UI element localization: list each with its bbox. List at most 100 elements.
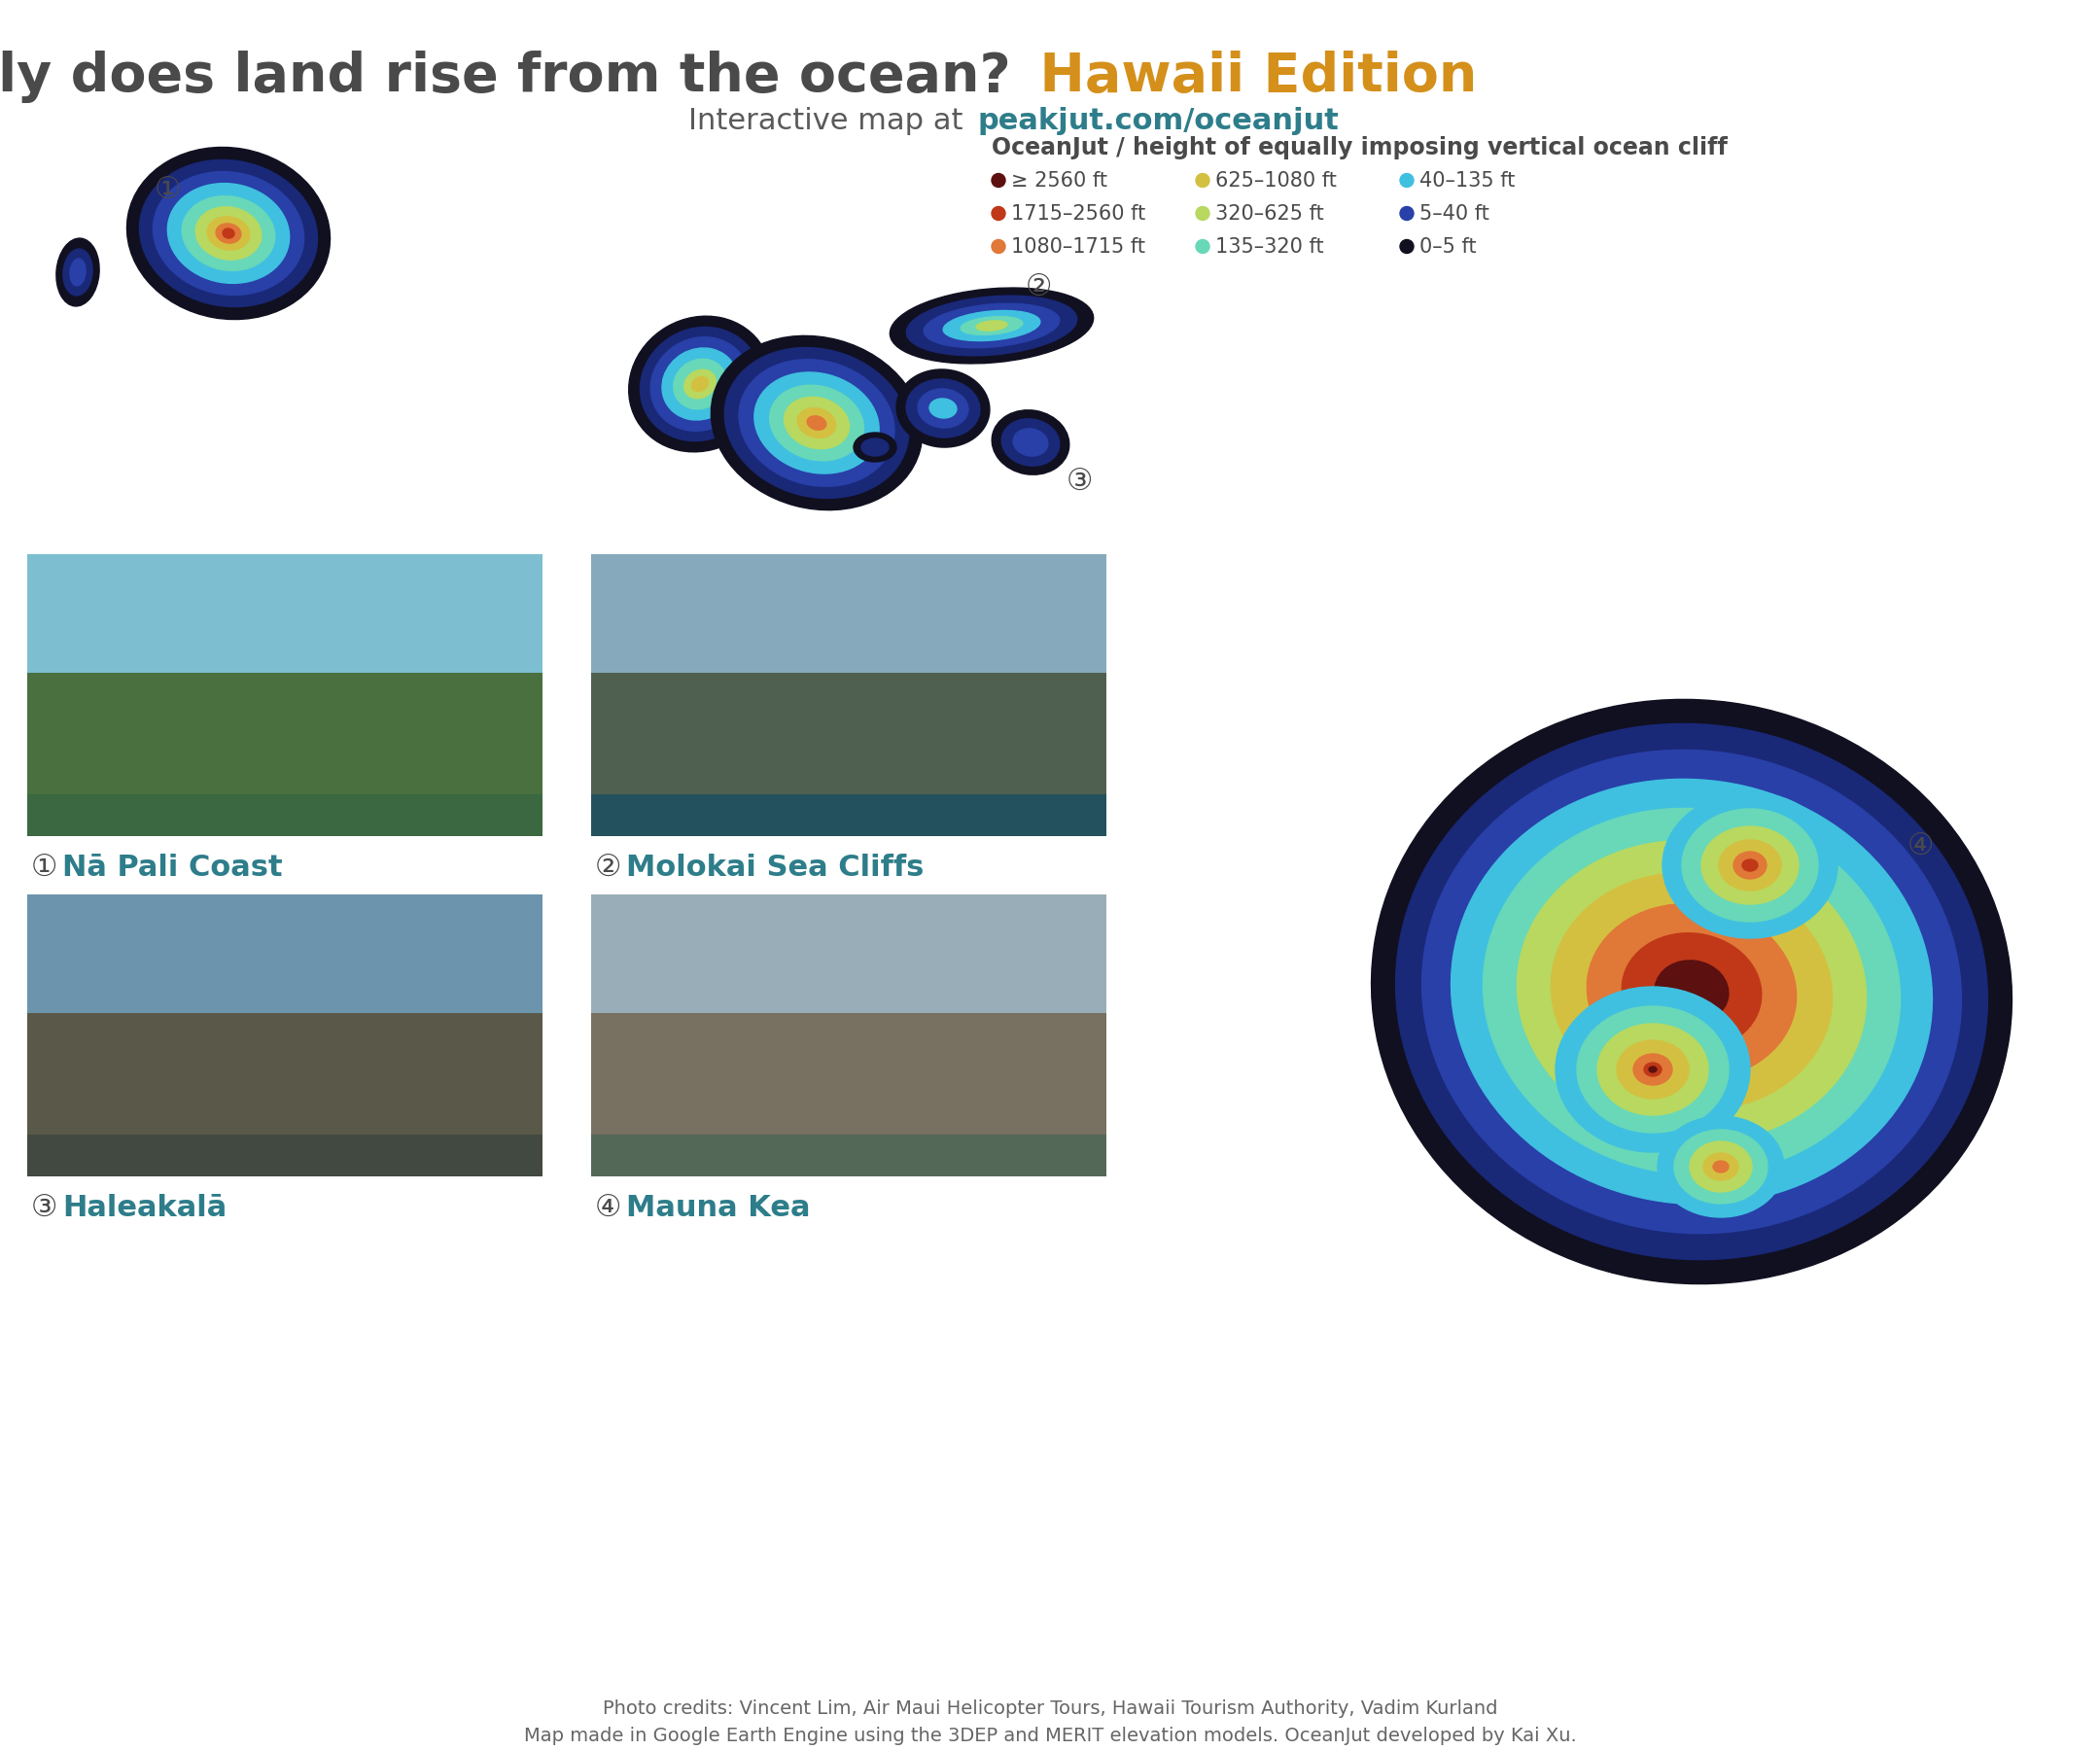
Ellipse shape xyxy=(1556,987,1749,1152)
Ellipse shape xyxy=(1371,700,2012,1284)
Text: ④: ④ xyxy=(594,1194,622,1221)
Ellipse shape xyxy=(216,224,242,243)
Ellipse shape xyxy=(139,159,317,306)
FancyBboxPatch shape xyxy=(590,894,1107,1176)
Ellipse shape xyxy=(930,399,958,418)
Ellipse shape xyxy=(1701,826,1798,905)
Ellipse shape xyxy=(890,287,1094,364)
Circle shape xyxy=(1401,173,1413,187)
Ellipse shape xyxy=(943,310,1040,341)
Ellipse shape xyxy=(1682,808,1819,922)
Ellipse shape xyxy=(918,388,968,427)
Ellipse shape xyxy=(853,432,897,462)
Ellipse shape xyxy=(806,416,825,430)
Ellipse shape xyxy=(662,348,737,420)
FancyBboxPatch shape xyxy=(590,555,1107,672)
Ellipse shape xyxy=(1714,1160,1728,1172)
Ellipse shape xyxy=(126,147,330,320)
Ellipse shape xyxy=(1644,1062,1661,1076)
Ellipse shape xyxy=(907,296,1077,355)
Ellipse shape xyxy=(1396,724,1989,1260)
Circle shape xyxy=(1195,173,1210,187)
FancyBboxPatch shape xyxy=(27,1134,542,1176)
Ellipse shape xyxy=(977,320,1008,331)
Ellipse shape xyxy=(1483,808,1900,1174)
Text: Haleakalā: Haleakalā xyxy=(63,1194,227,1221)
Text: Mauna Kea: Mauna Kea xyxy=(626,1194,811,1221)
Ellipse shape xyxy=(1657,1116,1785,1218)
Ellipse shape xyxy=(1743,859,1758,872)
Text: Molokai Sea Cliffs: Molokai Sea Cliffs xyxy=(626,854,924,882)
Text: peakjut.com/oceanjut: peakjut.com/oceanjut xyxy=(977,107,1338,135)
Text: 40–135 ft: 40–135 ft xyxy=(1420,172,1514,191)
Text: ③: ③ xyxy=(31,1194,57,1221)
Ellipse shape xyxy=(907,380,981,438)
Text: ②: ② xyxy=(1025,273,1052,301)
Text: ②: ② xyxy=(594,854,622,882)
FancyBboxPatch shape xyxy=(27,555,542,672)
Text: Nā Pali Coast: Nā Pali Coast xyxy=(63,854,284,882)
Ellipse shape xyxy=(195,206,260,259)
Text: ①: ① xyxy=(153,175,181,203)
FancyBboxPatch shape xyxy=(590,555,1107,836)
FancyBboxPatch shape xyxy=(590,794,1107,836)
Ellipse shape xyxy=(739,359,895,487)
Text: ④: ④ xyxy=(1907,831,1934,859)
Ellipse shape xyxy=(685,369,716,399)
Circle shape xyxy=(991,240,1006,254)
Ellipse shape xyxy=(1703,1153,1739,1180)
Circle shape xyxy=(1401,206,1413,220)
Text: 5–40 ft: 5–40 ft xyxy=(1420,203,1489,222)
Ellipse shape xyxy=(1552,873,1831,1111)
Ellipse shape xyxy=(183,196,275,271)
Text: 1715–2560 ft: 1715–2560 ft xyxy=(1010,203,1145,222)
FancyBboxPatch shape xyxy=(27,794,542,836)
Ellipse shape xyxy=(651,338,750,430)
Ellipse shape xyxy=(1598,1024,1707,1115)
Circle shape xyxy=(991,173,1006,187)
Ellipse shape xyxy=(57,238,99,306)
Text: Photo credits: Vincent Lim, Air Maui Helicopter Tours, Hawaii Tourism Authority,: Photo credits: Vincent Lim, Air Maui Hel… xyxy=(603,1699,1497,1718)
Text: ③: ③ xyxy=(1067,467,1092,495)
Ellipse shape xyxy=(991,410,1069,474)
Ellipse shape xyxy=(1451,779,1932,1204)
Text: 1080–1715 ft: 1080–1715 ft xyxy=(1010,236,1145,256)
Ellipse shape xyxy=(674,359,727,410)
Ellipse shape xyxy=(924,303,1060,348)
Ellipse shape xyxy=(691,376,708,392)
Text: How dramatically does land rise from the ocean?: How dramatically does land rise from the… xyxy=(0,51,1010,103)
Ellipse shape xyxy=(1634,1054,1672,1085)
Ellipse shape xyxy=(1621,933,1762,1050)
Ellipse shape xyxy=(223,229,235,238)
Ellipse shape xyxy=(1617,1040,1688,1099)
Ellipse shape xyxy=(712,336,922,509)
Text: OceanJut / height of equally imposing vertical ocean cliff: OceanJut / height of equally imposing ve… xyxy=(991,136,1728,159)
Ellipse shape xyxy=(1655,961,1728,1024)
Text: 625–1080 ft: 625–1080 ft xyxy=(1216,172,1338,191)
Text: ①: ① xyxy=(31,854,57,882)
Ellipse shape xyxy=(771,385,863,460)
FancyBboxPatch shape xyxy=(27,555,542,836)
Ellipse shape xyxy=(63,248,92,296)
Ellipse shape xyxy=(628,317,771,452)
FancyBboxPatch shape xyxy=(590,1134,1107,1176)
Ellipse shape xyxy=(783,397,848,448)
Ellipse shape xyxy=(798,408,836,438)
Text: 135–320 ft: 135–320 ft xyxy=(1216,236,1323,256)
Ellipse shape xyxy=(861,439,888,457)
FancyBboxPatch shape xyxy=(27,894,542,1176)
Text: Hawaii Edition: Hawaii Edition xyxy=(1021,51,1476,103)
Ellipse shape xyxy=(153,172,304,296)
Ellipse shape xyxy=(1720,840,1781,891)
Ellipse shape xyxy=(1674,1130,1768,1204)
Ellipse shape xyxy=(1648,1066,1657,1073)
Circle shape xyxy=(991,206,1006,220)
Ellipse shape xyxy=(960,317,1023,334)
Ellipse shape xyxy=(208,217,250,250)
Ellipse shape xyxy=(1577,1006,1728,1132)
Text: 0–5 ft: 0–5 ft xyxy=(1420,236,1476,256)
FancyBboxPatch shape xyxy=(590,894,1107,1013)
FancyBboxPatch shape xyxy=(27,894,542,1013)
Text: Map made in Google Earth Engine using the 3DEP and MERIT elevation models. Ocean: Map made in Google Earth Engine using th… xyxy=(523,1727,1577,1745)
Ellipse shape xyxy=(897,369,989,448)
